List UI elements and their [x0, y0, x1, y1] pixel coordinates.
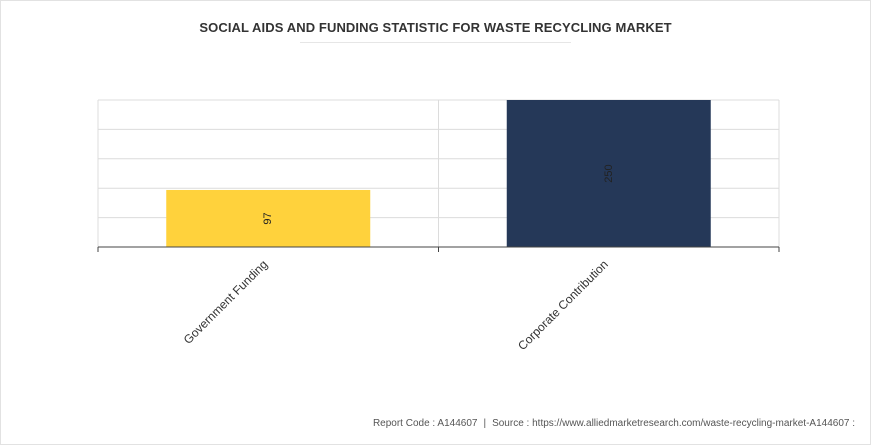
x-tick-label-2: Corporate Contribution — [515, 257, 611, 353]
title-underline — [300, 42, 571, 43]
bar-1 — [166, 189, 371, 247]
bar-2 — [506, 100, 711, 247]
report-code: Report Code : A144607 — [372, 418, 478, 429]
chart-footer: Report Code : A144607 | Source : https://w… — [373, 418, 855, 429]
source-text: Source : https://www.alliedmarketresearc… — [492, 418, 855, 429]
x-tick-label-1: Government Funding — [181, 257, 271, 347]
chart-title: SOCIAL AIDS AND FUNDING STATISTIC FOR WA… — [199, 20, 672, 35]
data-label-2: 250 — [603, 164, 615, 182]
chart-axis — [97, 246, 780, 252]
chart-bars — [166, 100, 711, 247]
footer-separator: | — [483, 418, 487, 429]
data-label-1: 97 — [262, 212, 274, 224]
